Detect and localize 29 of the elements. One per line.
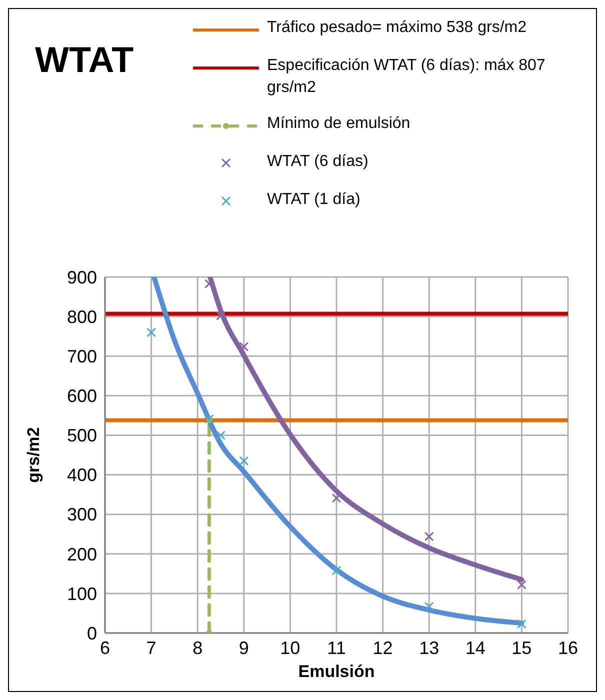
y-tick-label: 100 <box>66 584 97 604</box>
y-tick-label: 900 <box>66 267 97 288</box>
x-axis-title: Emulsión <box>298 662 375 681</box>
x-tick-label: 8 <box>192 638 203 658</box>
y-tick-label: 800 <box>66 306 97 327</box>
chart-title: WTAT <box>35 39 134 81</box>
x-tick-label: 7 <box>146 638 156 658</box>
y-tick-label: 300 <box>66 504 97 525</box>
legend-label: WTAT (1 día) <box>267 190 360 210</box>
y-tick-label: 0 <box>86 623 97 644</box>
x-tick-label: 14 <box>465 638 486 658</box>
legend-label: Tráfico pesado= máximo 538 grs/m2 <box>267 18 527 38</box>
y-tick-label: 500 <box>66 426 97 446</box>
x-tick-label: 9 <box>238 638 249 658</box>
x-tick-label: 16 <box>558 638 578 658</box>
legend-label: Mínimo de emulsión <box>267 114 410 134</box>
legend-label: Especificación WTAT (6 días): máx 807 grs/m2 <box>267 56 546 98</box>
x-tick-label: 10 <box>280 638 300 658</box>
y-tick-label: 400 <box>66 465 97 486</box>
x-tick-label: 13 <box>419 638 440 658</box>
legend-label: WTAT (6 días) <box>267 152 368 172</box>
y-tick-label: 600 <box>66 386 97 406</box>
y-tick-label: 200 <box>66 544 97 564</box>
x-tick-label: 15 <box>512 638 532 658</box>
y-axis-title: grs/m2 <box>24 427 44 483</box>
x-tick-label: 12 <box>372 638 393 658</box>
y-tick-label: 700 <box>66 346 97 366</box>
x-tick-label: 6 <box>100 638 110 658</box>
x-tick-label: 11 <box>327 638 346 658</box>
